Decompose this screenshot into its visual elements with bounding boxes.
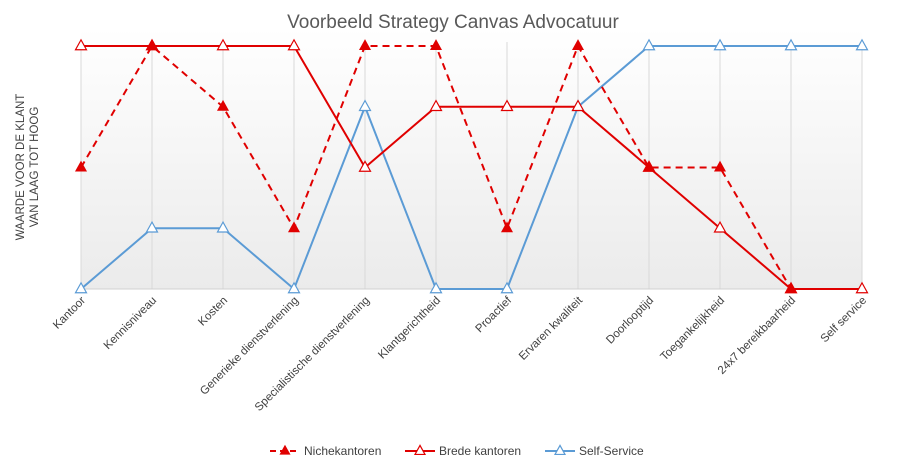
data-point-self-service-10 [784,38,798,51]
x-tick-label-7: Ervaren kwaliteit [517,294,586,363]
data-point-brede-kantoren-4 [358,160,372,172]
series-line-brede-kantoren [81,45,862,290]
data-point-self-service-11 [855,38,869,51]
y-axis-label-line-2: VAN LAAG TOT HOOG [29,107,41,228]
legend-item-self-service: Self-Service [545,444,644,458]
y-axis-label-line-1: WAARDE VOOR DE KLANT [15,94,27,241]
x-tick-label-1: Kennisniveau [102,295,159,352]
data-point-self-service-9 [713,38,727,51]
x-tick-label-0: Kantoor [51,295,88,332]
legend-marker-nichekantoren [279,444,291,455]
data-point-self-service-1 [145,220,159,233]
data-point-nichekantoren-0 [74,160,88,172]
data-point-self-service-4 [358,99,372,112]
legend-item-brede-kantoren: Brede kantoren [405,444,521,458]
series-line-self-service [80,45,862,291]
data-point-brede-kantoren-11 [855,281,869,294]
legend-item-nichekantoren: Nichekantoren [270,444,381,458]
data-point-self-service-0 [74,281,88,294]
data-point-nichekantoren-3 [287,221,301,233]
x-tick-label-9: Toegankelijkheid [658,295,727,364]
data-point-nichekantoren-5 [429,39,443,51]
data-point-nichekantoren-4 [358,39,372,51]
data-point-nichekantoren-6 [500,221,514,233]
chart-title: Voorbeeld Strategy Canvas Advocatuur [287,12,619,33]
data-point-self-service-3 [287,281,301,294]
data-point-brede-kantoren-0 [74,38,88,51]
x-tick-label-11: Self service [819,295,870,346]
x-tick-label-2: Kosten [196,295,230,329]
data-point-self-service-2 [216,220,230,233]
data-point-self-service-8 [642,38,656,51]
data-point-brede-kantoren-5 [429,99,443,112]
legend-marker-self-service [553,444,567,456]
data-point-nichekantoren-2 [216,99,230,111]
x-tick-label-10: 24x7 bereikbaarheid [716,295,798,377]
data-point-self-service-5 [429,281,443,294]
legend: Nichekantoren Brede kantoren Self-Service [270,444,644,458]
legend-label-brede-kantoren: Brede kantoren [439,444,521,458]
data-point-brede-kantoren-9 [713,220,727,233]
legend-marker-brede-kantoren [413,444,427,456]
x-tick-label-5: Klantgerichtheid [376,295,443,362]
series-nichekantoren [74,39,798,294]
data-point-brede-kantoren-7 [571,99,585,112]
data-point-nichekantoren-9 [713,160,727,172]
plot-area [81,28,862,289]
data-point-nichekantoren-8 [642,160,656,172]
data-point-nichekantoren-7 [571,39,585,51]
data-point-brede-kantoren-3 [287,38,301,51]
x-tick-label-6: Proactief [474,294,515,335]
data-point-self-service-6 [500,281,514,294]
legend-label-nichekantoren: Nichekantoren [304,444,381,458]
x-tick-label-4: Specialistische dienstverlening [253,295,372,414]
legend-label-self-service: Self-Service [579,444,644,458]
data-point-nichekantoren-1 [145,39,159,51]
series-self-service [74,38,869,294]
data-point-brede-kantoren-2 [216,38,230,51]
data-point-nichekantoren-10 [784,282,798,294]
y-axis-label: WAARDE VOOR DE KLANT VAN LAAG TOT HOOG [15,94,41,241]
data-point-brede-kantoren-6 [500,99,514,112]
series-layer [74,38,869,294]
x-tick-label-8: Doorlooptijd [604,295,656,347]
